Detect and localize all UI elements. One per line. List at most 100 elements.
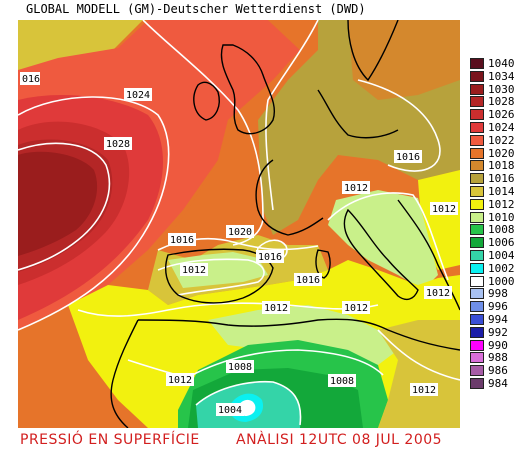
isobar-label-1004: 1004 bbox=[218, 405, 242, 416]
legend-swatch bbox=[470, 211, 484, 223]
legend-label: 1012 bbox=[488, 197, 515, 211]
isobar-1020 bbox=[142, 20, 264, 246]
isobar-label-1016-d: 1016 bbox=[396, 152, 420, 163]
legend-swatch bbox=[470, 262, 484, 274]
legend-label: 1010 bbox=[488, 210, 515, 224]
legend-label: 1030 bbox=[488, 82, 515, 96]
legend-swatch bbox=[470, 198, 484, 210]
coast-iberia bbox=[165, 248, 274, 304]
isobar-label-1012-a: 1012 bbox=[182, 265, 206, 276]
isobar-label-1012-h: 1012 bbox=[412, 385, 436, 396]
isobar-1012-se bbox=[377, 329, 460, 381]
legend-label: 990 bbox=[488, 338, 508, 352]
isobar-label-1024: 1024 bbox=[126, 90, 150, 101]
zone-1018-ne bbox=[348, 20, 460, 100]
legend-label: 992 bbox=[488, 325, 508, 339]
isobar-1012-south bbox=[77, 302, 379, 317]
legend-label: 1016 bbox=[488, 172, 515, 186]
legend-swatch bbox=[470, 173, 484, 185]
zone-1028-core bbox=[18, 151, 98, 256]
legend-label: 1034 bbox=[488, 69, 515, 83]
coast-ireland bbox=[193, 81, 220, 121]
legend-swatch bbox=[470, 134, 484, 146]
legend-label: 996 bbox=[488, 300, 508, 314]
legend-swatch bbox=[470, 122, 484, 133]
legend-swatch bbox=[470, 147, 484, 159]
isobar-1008 bbox=[182, 349, 384, 381]
coast-scandinavia bbox=[347, 20, 399, 82]
isobar-1016-north bbox=[265, 20, 319, 211]
isobar-label-1012-f: 1012 bbox=[344, 303, 368, 314]
map-footer: PRESSIÓ EN SUPERFÍCIE ANÀLISI 12UTC 08 J… bbox=[20, 432, 500, 454]
coast-france bbox=[255, 159, 324, 236]
legend-label: 1028 bbox=[488, 95, 515, 109]
legend-label: 988 bbox=[488, 351, 508, 365]
legend-label: 1020 bbox=[488, 146, 515, 160]
coast-italy bbox=[343, 208, 419, 301]
legend-label: 994 bbox=[488, 313, 508, 326]
coast-balkans bbox=[397, 199, 460, 311]
isobar-1024 bbox=[18, 96, 170, 331]
legend-label: 1024 bbox=[488, 121, 515, 134]
pressure-legend: 1040 1034 1030 1028 1026 1024 1022 1020 1018 1016… bbox=[468, 58, 520, 392]
legend-swatch bbox=[470, 250, 484, 261]
zone-1010-italy bbox=[328, 190, 438, 290]
legend-label: 1006 bbox=[488, 236, 515, 250]
isobar-1012-italy bbox=[327, 192, 449, 281]
isobar-label-1012-e: 1012 bbox=[264, 303, 288, 314]
legend-label: 984 bbox=[488, 377, 508, 390]
isobar-label-1008-a: 1008 bbox=[228, 362, 252, 373]
legend-label: 1008 bbox=[488, 223, 515, 237]
pressure-map: 016 1024 1028 1020 1016 1016 1016 1012 1… bbox=[18, 20, 460, 428]
legend-swatch bbox=[470, 70, 484, 82]
legend-swatch bbox=[470, 314, 484, 325]
isobar-label-1020: 1020 bbox=[228, 227, 252, 238]
isobar-label-1012-g: 1012 bbox=[168, 375, 192, 386]
map-title: GLOBAL MODELL (GM)-Deutscher Wetterdiens… bbox=[26, 2, 366, 16]
legend-label: 1022 bbox=[488, 133, 515, 147]
coast-morocco bbox=[110, 319, 139, 428]
isobar-label-1028: 1028 bbox=[106, 139, 130, 150]
legend-label: 1040 bbox=[488, 57, 515, 70]
legend-swatch bbox=[470, 109, 484, 121]
legend-swatch bbox=[470, 275, 484, 287]
isobar-label-016: 016 bbox=[22, 74, 40, 85]
isobar-label-1016-a: 1016 bbox=[170, 235, 194, 246]
legend-swatch bbox=[470, 326, 484, 338]
isobar-label-1012-c: 1012 bbox=[432, 204, 456, 215]
isobar-1004 bbox=[195, 380, 302, 426]
footer-left-label: PRESSIÓ EN SUPERFÍCIE bbox=[20, 432, 200, 448]
legend-label: 1026 bbox=[488, 108, 515, 122]
legend-label: 1014 bbox=[488, 185, 515, 198]
legend-label: 1004 bbox=[488, 249, 515, 262]
legend-swatch bbox=[470, 365, 484, 377]
isobar-label-1008-b: 1008 bbox=[330, 376, 354, 387]
legend-swatch bbox=[470, 378, 484, 389]
coast-north-africa bbox=[137, 318, 460, 351]
isobar-label-1012-d: 1012 bbox=[426, 288, 450, 299]
legend-swatch bbox=[470, 186, 484, 197]
legend-swatch bbox=[470, 224, 484, 236]
isobar-1028 bbox=[18, 142, 111, 271]
legend-swatch bbox=[470, 237, 484, 249]
footer-right-label: ANÀLISI 12UTC 08 JUL 2005 bbox=[236, 432, 443, 448]
legend-swatch bbox=[470, 58, 484, 69]
coast-britain bbox=[220, 44, 275, 135]
isobar-label-1016-c: 1016 bbox=[296, 275, 320, 286]
isobar-1016-ne bbox=[357, 79, 441, 172]
legend-swatch bbox=[470, 96, 484, 108]
legend-swatch bbox=[470, 83, 484, 95]
zone-1020-band bbox=[158, 20, 338, 275]
legend-label: 1000 bbox=[488, 274, 515, 288]
legend-swatch bbox=[470, 352, 484, 364]
legend-swatch bbox=[470, 288, 484, 300]
isobar-label-1012-b: 1012 bbox=[344, 183, 368, 194]
zone-1014-southeast bbox=[378, 320, 460, 428]
legend-swatch bbox=[470, 301, 484, 313]
isobar-1012-west bbox=[157, 258, 265, 296]
legend-label: 986 bbox=[488, 364, 508, 378]
legend-swatch bbox=[470, 339, 484, 351]
coast-sardinia bbox=[315, 249, 331, 279]
legend-swatch bbox=[470, 160, 484, 172]
isobar-label-1016-b: 1016 bbox=[258, 252, 282, 263]
